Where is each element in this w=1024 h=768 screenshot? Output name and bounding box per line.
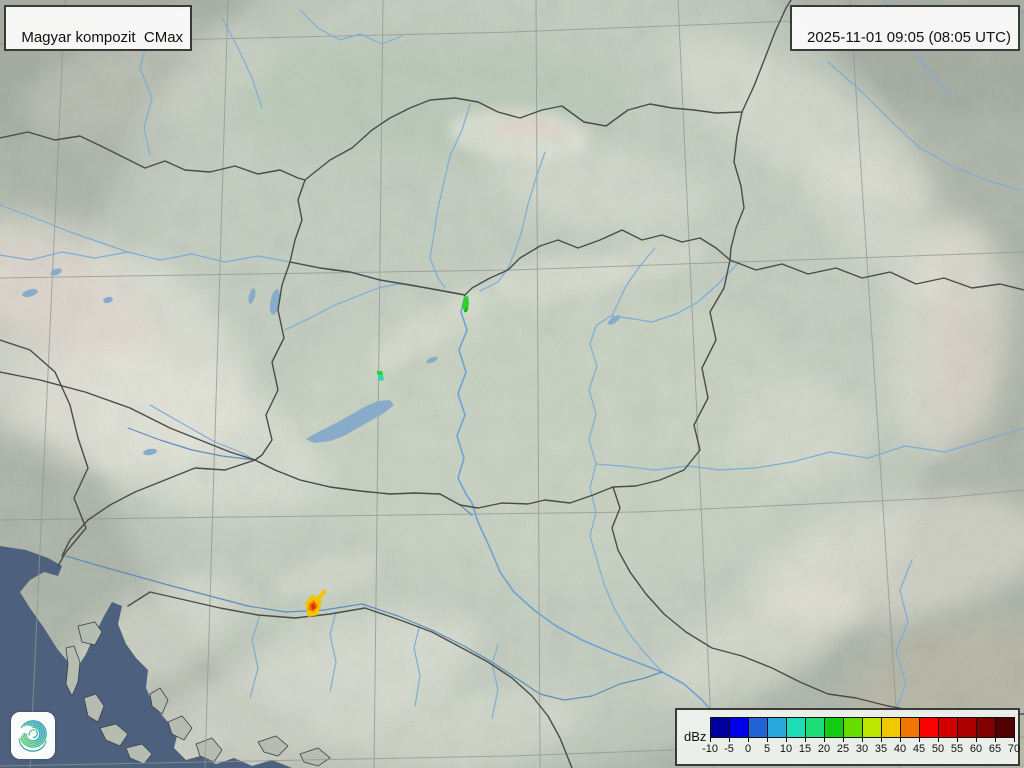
adriatic-islands [65,621,331,767]
legend-cell-5 [767,717,787,738]
legend-cell-20 [824,717,844,738]
legend-cell-40 [900,717,920,738]
legend-tick [748,737,749,742]
adriatic-sea [0,546,331,768]
legend-tick [995,737,996,742]
legend-tick [786,737,787,742]
legend-color-scale [710,717,1015,738]
echo-danube-bend-core [464,307,468,312]
legend-label-30: 30 [855,743,869,755]
legend-label-35: 35 [874,743,888,755]
legend-tick [976,737,977,742]
legend-tick [824,737,825,742]
radar-echo-layer [305,296,469,617]
legend-label-50: 50 [931,743,945,755]
echo-slavonia-gold-streak [317,589,327,600]
lake-balaton [306,400,394,443]
legend-tick [938,737,939,742]
echo-transdanubia-green [377,371,383,376]
legend-label-65: 65 [988,743,1002,755]
legend-cell-50 [938,717,958,738]
lake-tisza [608,315,620,325]
hungaromet-logo [11,712,55,759]
legend-cell-25 [843,717,863,738]
legend-cell-35 [881,717,901,738]
legend-cell-30 [862,717,882,738]
legend-label-5: 5 [763,743,771,755]
product-label: Magyar kompozit CMax [21,29,184,46]
legend-label-15: 15 [798,743,812,755]
timestamp-box: 2025-11-01 09:05 (08:05 UTC) [789,5,1020,51]
legend-cell-45 [919,717,939,738]
legend-label--5: -5 [724,743,734,755]
legend-cell--10 [710,717,730,738]
legend-label-40: 40 [893,743,907,755]
legend-tick [919,737,920,742]
lake-velence [426,356,438,364]
echo-transdanubia-teal [378,375,384,381]
legend-tick [843,737,844,742]
lakes [22,268,620,456]
product-label-box: Magyar kompozit CMax [4,5,193,51]
legend-tick [957,737,958,742]
legend-label-10: 10 [779,743,793,755]
legend-tick [729,737,730,742]
legend-cell-15 [805,717,825,738]
legend-label-70: 70 [1007,743,1021,755]
legend-cell-10 [786,717,806,738]
legend-tick [900,737,901,742]
legend-label--10: -10 [702,743,718,755]
legend-tick [862,737,863,742]
legend-tick [1014,737,1015,742]
legend-cell-55 [957,717,977,738]
legend-label-25: 25 [836,743,850,755]
legend-label-45: 45 [912,743,926,755]
legend-tick [881,737,882,742]
legend-unit-label: dBz [684,729,707,744]
spiral-logo-icon [18,720,47,752]
legend-cell-0 [748,717,768,738]
echo-slavonia-cell-core [311,603,316,610]
legend-label-60: 60 [969,743,983,755]
legend-label-55: 55 [950,743,964,755]
legend-label-20: 20 [817,743,831,755]
legend-label-0: 0 [744,743,752,755]
legend-cell-60 [976,717,996,738]
legend-tick [805,737,806,742]
timestamp: 2025-11-01 09:05 (08:05 UTC) [806,29,1011,46]
legend-cell-65 [995,717,1015,738]
legend-tick [710,737,711,742]
dbz-legend: dBz -10 -5 0 5 10 15 20 25 30 35 40 45 50 55 60 65 70 [675,708,1020,766]
legend-cell--5 [729,717,749,738]
legend-tick [767,737,768,742]
